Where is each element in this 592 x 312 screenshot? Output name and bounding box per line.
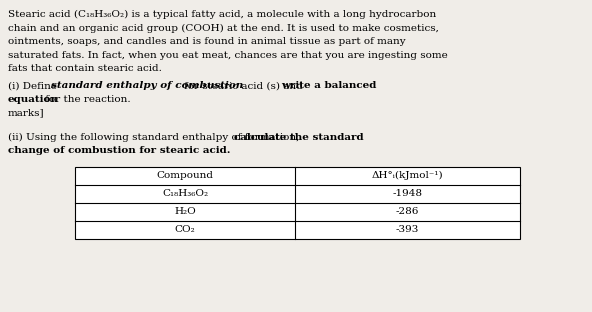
Text: equation: equation (8, 95, 59, 104)
Text: calculate the standard: calculate the standard (234, 133, 364, 142)
Text: (i) Define: (i) Define (8, 81, 60, 90)
Text: change of combustion for stearic acid.: change of combustion for stearic acid. (8, 146, 230, 155)
Text: ΔH°ᵢ(kJmol⁻¹): ΔH°ᵢ(kJmol⁻¹) (372, 171, 443, 180)
Text: for stearic acid (s) and: for stearic acid (s) and (184, 81, 306, 90)
Text: ointments, soaps, and candles and is found in animal tissue as part of many: ointments, soaps, and candles and is fou… (8, 37, 406, 46)
Text: (ii) Using the following standard enthalpy of formation,: (ii) Using the following standard enthal… (8, 133, 306, 142)
Text: C₁₈H₃₆O₂: C₁₈H₃₆O₂ (162, 189, 208, 198)
Text: CO₂: CO₂ (175, 225, 195, 234)
Text: Stearic acid (C₁₈H₃₆O₂) is a typical fatty acid, a molecule with a long hydrocar: Stearic acid (C₁₈H₃₆O₂) is a typical fat… (8, 10, 436, 19)
Text: H₂O: H₂O (174, 207, 196, 216)
Text: for the reaction.: for the reaction. (42, 95, 131, 104)
Text: -393: -393 (396, 225, 419, 234)
Text: fats that contain stearic acid.: fats that contain stearic acid. (8, 64, 162, 73)
Text: marks]: marks] (8, 109, 44, 118)
Text: -286: -286 (396, 207, 419, 216)
Bar (75, 167, 520, 239)
Text: -1948: -1948 (392, 189, 423, 198)
Text: saturated fats. In fact, when you eat meat, chances are that you are ingesting s: saturated fats. In fact, when you eat me… (8, 51, 448, 60)
Text: standard enthalpy of combustion: standard enthalpy of combustion (51, 81, 243, 90)
Text: write a balanced: write a balanced (281, 81, 377, 90)
Text: chain and an organic acid group (COOH) at the end. It is used to make cosmetics,: chain and an organic acid group (COOH) a… (8, 23, 439, 33)
Text: Compound: Compound (156, 171, 214, 180)
